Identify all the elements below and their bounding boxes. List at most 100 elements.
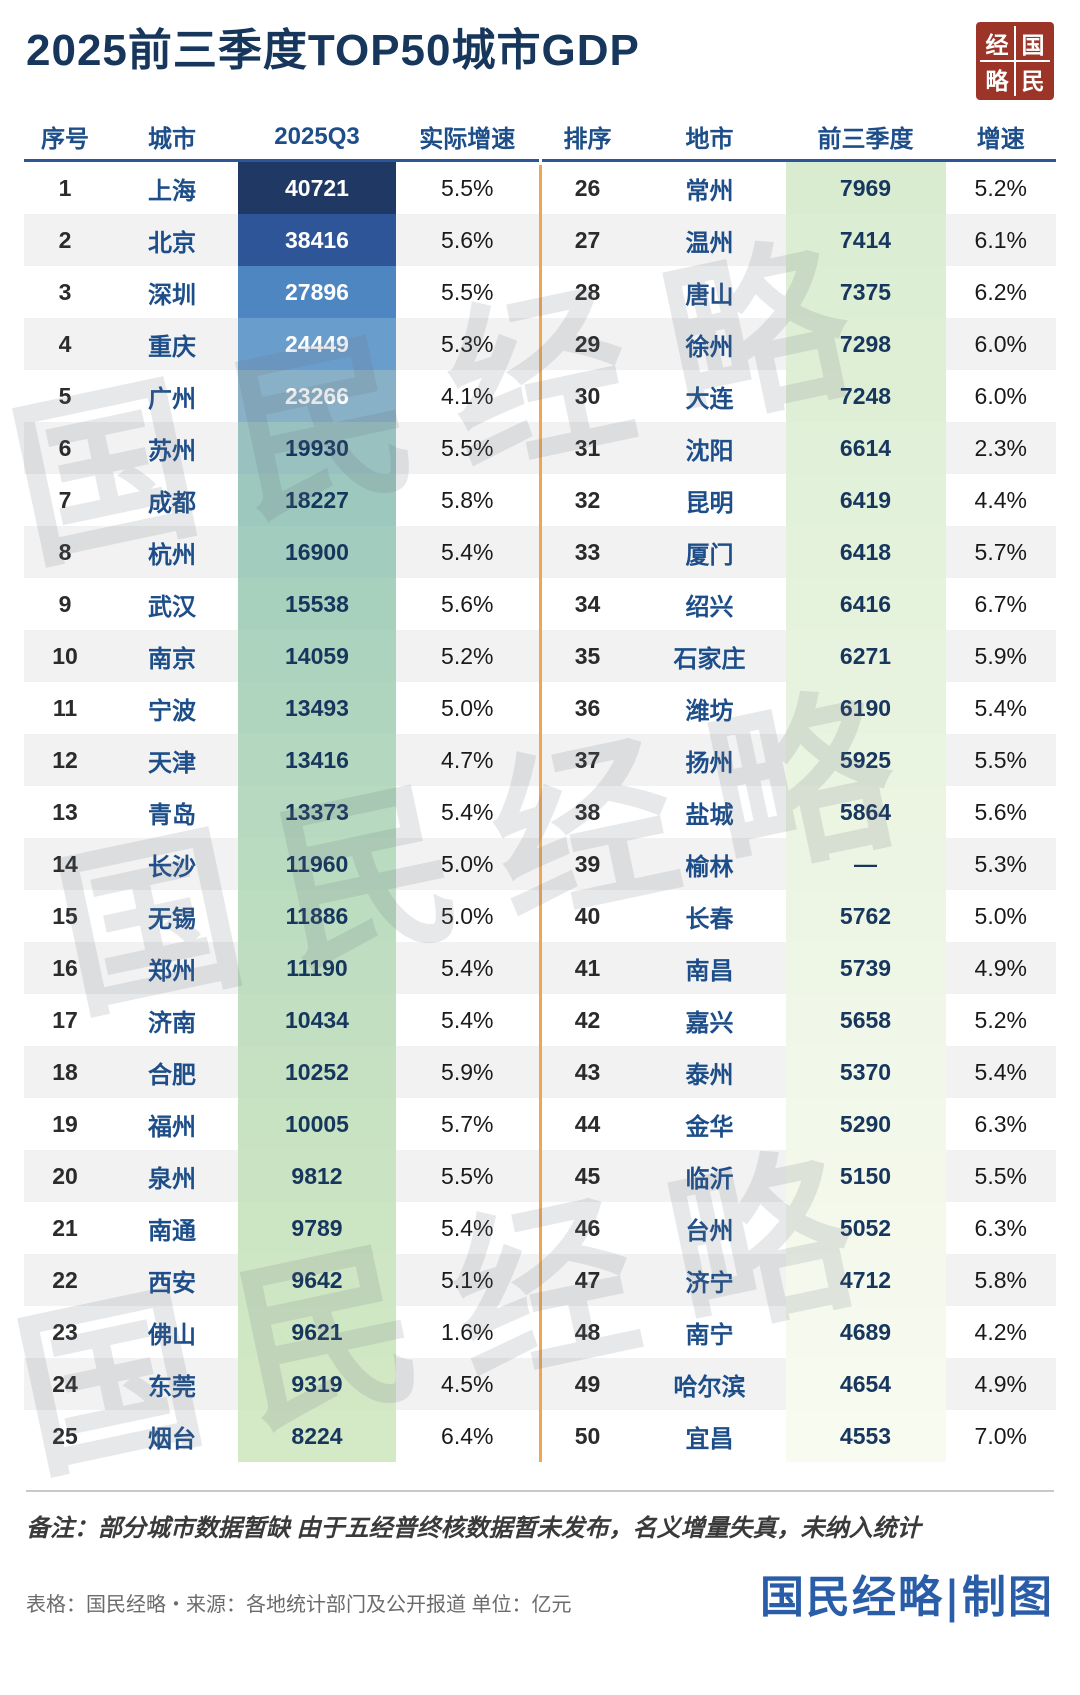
- footnote: 备注：部分城市数据暂缺 由于五经普终核数据暂未发布，名义增量失真，未纳入统计: [26, 1515, 921, 1542]
- gdp-cell: 40721: [238, 162, 396, 214]
- table-row: 19 福州 10005 5.7%: [24, 1098, 539, 1150]
- city-cell: 杭州: [148, 541, 196, 569]
- rank-cell: 9: [58, 590, 72, 617]
- credit-text: 国民经略|制图: [759, 1572, 1054, 1623]
- gdp-cell: 5739: [785, 942, 946, 994]
- city-cell: 上海: [148, 177, 196, 205]
- city-cell: 南宁: [685, 1321, 734, 1349]
- city-cell: 西安: [148, 1269, 196, 1297]
- table-row: 25 烟台 8224 6.4%: [24, 1410, 539, 1462]
- gdp-cell: 10005: [238, 1098, 396, 1150]
- gdp-cell: 13493: [238, 682, 396, 734]
- table-row: 50 宜昌 4553 7.0%: [542, 1410, 1057, 1462]
- table-row: 24 东莞 9319 4.5%: [24, 1358, 539, 1410]
- gdp-cell: 6419: [785, 474, 946, 526]
- gdp-cell: 4712: [785, 1254, 946, 1306]
- rank-cell: 42: [574, 1006, 601, 1033]
- table-row: 28 唐山 7375 6.2%: [542, 266, 1057, 318]
- gdp-cell: 10434: [238, 994, 396, 1046]
- city-cell: 佛山: [148, 1321, 196, 1349]
- growth-cell: 2.3%: [974, 434, 1027, 461]
- growth-cell: 5.6%: [974, 798, 1027, 825]
- gdp-cell: 5370: [785, 1046, 946, 1098]
- gdp-cell: 19930: [238, 422, 396, 474]
- rank-cell: 43: [574, 1058, 601, 1085]
- table-row: 7 成都 18227 5.8%: [24, 474, 539, 526]
- growth-cell: 5.4%: [441, 538, 494, 565]
- table-header-right: 排序 地市 前三季度 增速: [541, 114, 1056, 162]
- table-row: 44 金华 5290 6.3%: [542, 1098, 1057, 1150]
- table-row: 18 合肥 10252 5.9%: [24, 1046, 539, 1098]
- growth-cell: 4.9%: [974, 1370, 1027, 1397]
- city-cell: 宜昌: [685, 1425, 734, 1453]
- gdp-cell: 24449: [238, 318, 396, 370]
- rank-cell: 47: [574, 1266, 601, 1293]
- city-cell: 广州: [148, 385, 196, 413]
- rank-cell: 36: [574, 694, 601, 721]
- rank-cell: 22: [52, 1266, 78, 1293]
- growth-cell: 6.3%: [974, 1110, 1027, 1137]
- rank-cell: 35: [574, 642, 601, 669]
- city-cell: 泉州: [148, 1165, 196, 1193]
- table-row: 22 西安 9642 5.1%: [24, 1254, 539, 1306]
- city-cell: 苏州: [148, 437, 196, 465]
- table-row: 10 南京 14059 5.2%: [24, 630, 539, 682]
- gdp-cell: 38416: [238, 214, 396, 266]
- growth-cell: 6.2%: [974, 278, 1027, 305]
- rank-cell: 48: [574, 1318, 601, 1345]
- growth-cell: 6.7%: [974, 590, 1027, 617]
- city-cell: 南昌: [685, 957, 734, 985]
- growth-cell: 4.4%: [974, 486, 1027, 513]
- city-cell: 泰州: [685, 1061, 734, 1089]
- rank-cell: 12: [52, 746, 78, 773]
- growth-cell: 5.6%: [441, 590, 494, 617]
- city-cell: 无锡: [148, 905, 196, 933]
- gdp-cell: 7248: [785, 370, 946, 422]
- logo-char: 经: [980, 26, 1014, 60]
- logo-char: 民: [1016, 62, 1050, 96]
- growth-cell: 5.4%: [974, 694, 1027, 721]
- city-cell: 常州: [685, 177, 734, 205]
- rank-cell: 5: [58, 382, 72, 409]
- col-header-growth: 增速: [976, 126, 1025, 153]
- city-cell: 青岛: [148, 801, 196, 829]
- gdp-cell: 13416: [238, 734, 396, 786]
- gdp-cell: 7969: [785, 162, 946, 214]
- growth-cell: 5.9%: [974, 642, 1027, 669]
- growth-cell: 5.1%: [441, 1266, 494, 1293]
- gdp-cell: 5925: [785, 734, 946, 786]
- logo-char: 略: [980, 62, 1014, 96]
- gdp-cell: 7298: [785, 318, 946, 370]
- gdp-cell: 9621: [238, 1306, 396, 1358]
- city-cell: 唐山: [685, 281, 734, 309]
- table-row: 23 佛山 9621 1.6%: [24, 1306, 539, 1358]
- gdp-cell: 9642: [238, 1254, 396, 1306]
- city-cell: 大连: [685, 385, 734, 413]
- gdp-cell: 6416: [785, 578, 946, 630]
- city-cell: 临沂: [685, 1165, 734, 1193]
- rank-cell: 33: [574, 538, 601, 565]
- table-row: 43 泰州 5370 5.4%: [541, 1046, 1056, 1098]
- gdp-cell: 11960: [238, 838, 396, 890]
- page-footer: 备注：部分城市数据暂缺 由于五经普终核数据暂未发布，名义增量失真，未纳入统计 表…: [26, 1490, 1054, 1625]
- col-header-gdp: 前三季度: [817, 126, 914, 153]
- rank-cell: 21: [52, 1214, 78, 1241]
- gdp-cell: 10252: [238, 1046, 396, 1098]
- table-row: 40 长春 5762 5.0%: [542, 890, 1057, 942]
- city-cell: 福州: [148, 1113, 196, 1141]
- growth-cell: 5.4%: [441, 954, 494, 981]
- growth-cell: 5.7%: [974, 538, 1027, 565]
- table-row: 15 无锡 11886 5.0%: [24, 890, 539, 942]
- city-cell: 郑州: [148, 957, 196, 985]
- gdp-cell: 16900: [238, 526, 396, 578]
- rank-cell: 40: [574, 902, 601, 929]
- rank-cell: 31: [574, 434, 601, 461]
- table-row: 1 上海 40721 5.5%: [24, 162, 539, 214]
- rank-cell: 25: [52, 1422, 78, 1449]
- col-header-gdp: 2025Q3: [274, 122, 360, 150]
- table-row: 13 青岛 13373 5.4%: [24, 786, 539, 838]
- gdp-cell: 23266: [238, 370, 396, 422]
- rank-cell: 41: [574, 954, 601, 981]
- rank-cell: 46: [574, 1214, 601, 1241]
- growth-cell: 5.9%: [441, 1058, 494, 1085]
